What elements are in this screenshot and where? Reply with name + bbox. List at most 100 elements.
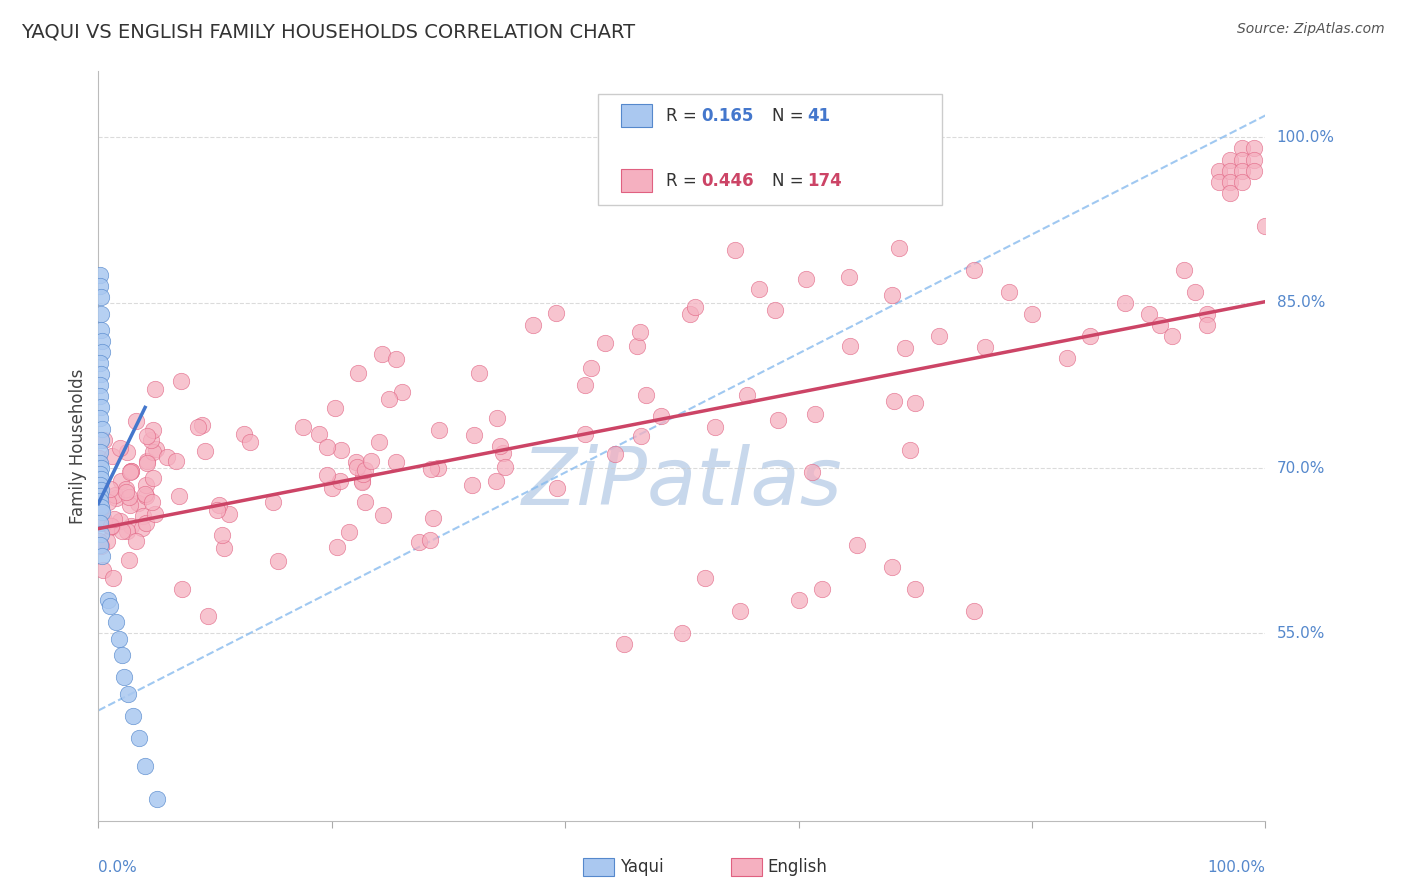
Text: N =: N = [772, 171, 808, 190]
Text: R =: R = [666, 171, 703, 190]
Point [100, 519, 122, 533]
Point [135, 453, 157, 467]
Point [232, 427, 254, 442]
Point [103, 512, 125, 526]
Point [125, 413, 148, 427]
Point [90, 483, 112, 497]
Point [93, 513, 115, 527]
Text: 70.0%: 70.0% [1277, 460, 1324, 475]
Point [120, 465, 142, 479]
Point [321, 481, 343, 495]
Point [266, 554, 288, 568]
Point [122, 709, 145, 723]
Point [703, 419, 725, 434]
Point [91, 563, 114, 577]
Point [87, 450, 110, 465]
Point [468, 367, 491, 381]
Point [1230, 141, 1253, 155]
Point [108, 632, 131, 646]
Point [115, 445, 138, 459]
Point [724, 243, 747, 257]
Text: 0.446: 0.446 [702, 171, 754, 190]
Point [139, 434, 162, 448]
Point [308, 426, 330, 441]
Point [385, 455, 408, 469]
Point [323, 401, 346, 416]
Point [887, 241, 910, 255]
Point [89, 477, 111, 491]
Point [1219, 153, 1241, 167]
Point [1184, 285, 1206, 299]
Point [170, 582, 193, 597]
Point [839, 339, 862, 353]
Point [765, 303, 787, 318]
Point [110, 514, 132, 528]
Point [581, 360, 603, 375]
Point [1208, 175, 1230, 189]
Text: 85.0%: 85.0% [1277, 295, 1324, 310]
Point [882, 288, 904, 302]
Text: Source: ZipAtlas.com: Source: ZipAtlas.com [1237, 22, 1385, 37]
Point [93, 516, 115, 530]
Point [1243, 153, 1265, 167]
Point [408, 534, 430, 549]
Point [135, 456, 157, 470]
Point [239, 434, 262, 449]
Point [904, 396, 927, 410]
Point [1137, 307, 1160, 321]
Point [378, 392, 401, 407]
Point [974, 340, 997, 354]
Point [141, 494, 163, 508]
Point [90, 422, 112, 436]
Point [120, 464, 142, 478]
Point [118, 490, 141, 504]
Point [90, 323, 112, 337]
Point [135, 477, 157, 491]
Point [110, 441, 132, 455]
Point [111, 524, 134, 538]
Point [426, 460, 449, 475]
Point [90, 500, 112, 514]
Point [90, 368, 112, 382]
Point [634, 388, 657, 402]
Point [574, 377, 596, 392]
Point [880, 560, 903, 574]
Point [98, 483, 121, 497]
Point [1243, 163, 1265, 178]
Point [118, 498, 141, 512]
Point [928, 328, 950, 343]
Point [1114, 295, 1136, 310]
Point [291, 419, 314, 434]
Point [135, 489, 157, 503]
Point [97, 593, 120, 607]
Point [346, 460, 368, 475]
Point [486, 410, 509, 425]
Point [485, 474, 508, 488]
Point [110, 474, 132, 488]
Point [211, 527, 233, 541]
Point [420, 461, 443, 475]
Point [97, 495, 120, 509]
Point [671, 626, 693, 640]
Point [315, 468, 337, 483]
Point [735, 388, 758, 402]
Point [574, 427, 596, 442]
Point [360, 454, 382, 468]
Point [794, 272, 817, 286]
Point [120, 465, 142, 479]
Point [846, 538, 869, 552]
Point [156, 450, 179, 464]
Point [1254, 219, 1277, 233]
Point [90, 502, 112, 516]
Text: 100.0%: 100.0% [1277, 130, 1334, 145]
Point [593, 335, 616, 350]
Point [650, 409, 672, 424]
Point [787, 593, 810, 607]
Point [373, 508, 395, 522]
Point [1230, 153, 1253, 167]
Point [371, 347, 394, 361]
Point [90, 549, 112, 564]
Point [367, 435, 389, 450]
Point [1080, 328, 1102, 343]
Point [522, 318, 544, 332]
